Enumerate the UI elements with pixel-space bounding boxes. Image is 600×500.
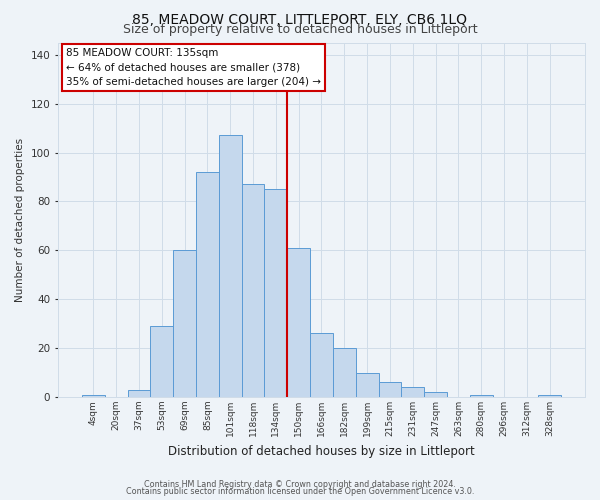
Text: 85 MEADOW COURT: 135sqm
← 64% of detached houses are smaller (378)
35% of semi-d: 85 MEADOW COURT: 135sqm ← 64% of detache… [66,48,321,86]
Bar [538,394,561,397]
Bar [265,189,287,397]
Bar [287,248,310,397]
Bar [310,334,333,397]
Bar [128,390,151,397]
Bar [196,172,219,397]
Bar [82,394,105,397]
X-axis label: Distribution of detached houses by size in Littleport: Distribution of detached houses by size … [168,444,475,458]
Y-axis label: Number of detached properties: Number of detached properties [15,138,25,302]
Text: Contains HM Land Registry data © Crown copyright and database right 2024.: Contains HM Land Registry data © Crown c… [144,480,456,489]
Bar [401,387,424,397]
Bar [470,394,493,397]
Bar [379,382,401,397]
Bar [173,250,196,397]
Bar [219,136,242,397]
Bar [424,392,447,397]
Bar [242,184,265,397]
Bar [333,348,356,397]
Text: Contains public sector information licensed under the Open Government Licence v3: Contains public sector information licen… [126,488,474,496]
Text: Size of property relative to detached houses in Littleport: Size of property relative to detached ho… [122,22,478,36]
Bar [151,326,173,397]
Bar [356,372,379,397]
Text: 85, MEADOW COURT, LITTLEPORT, ELY, CB6 1LQ: 85, MEADOW COURT, LITTLEPORT, ELY, CB6 1… [133,12,467,26]
